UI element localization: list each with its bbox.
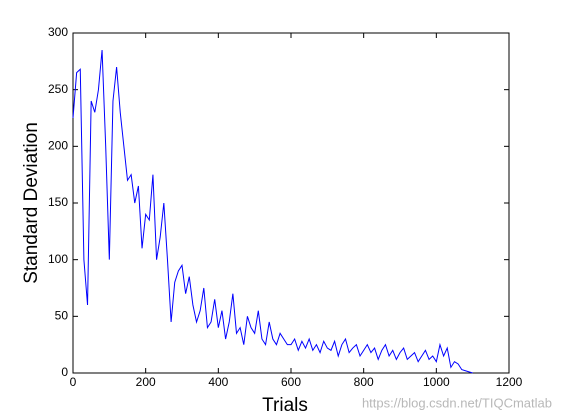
y-tick-label: 300 bbox=[48, 25, 68, 39]
x-tick-label: 400 bbox=[208, 375, 228, 389]
y-tick-label: 250 bbox=[48, 82, 68, 96]
y-axis-label: Standard Deviation bbox=[21, 122, 42, 284]
x-axis-label: Trials bbox=[262, 395, 308, 416]
watermark: https://blog.csdn.net/TIQCmatlab bbox=[362, 395, 552, 410]
x-tick-label: 600 bbox=[281, 375, 301, 389]
x-tick-label: 200 bbox=[136, 375, 156, 389]
y-tick-label: 50 bbox=[55, 309, 69, 323]
x-tick-label: 1200 bbox=[496, 375, 523, 389]
y-tick-label: 100 bbox=[48, 252, 68, 266]
y-tick-label: 0 bbox=[61, 365, 68, 379]
y-tick-label: 150 bbox=[48, 195, 68, 209]
x-tick-label: 800 bbox=[354, 375, 374, 389]
plot-frame bbox=[72, 32, 510, 374]
data-line bbox=[72, 49, 473, 374]
y-tick-label: 200 bbox=[48, 139, 68, 153]
x-tick-label: 1000 bbox=[423, 375, 450, 389]
x-tick-label: 0 bbox=[70, 375, 77, 389]
